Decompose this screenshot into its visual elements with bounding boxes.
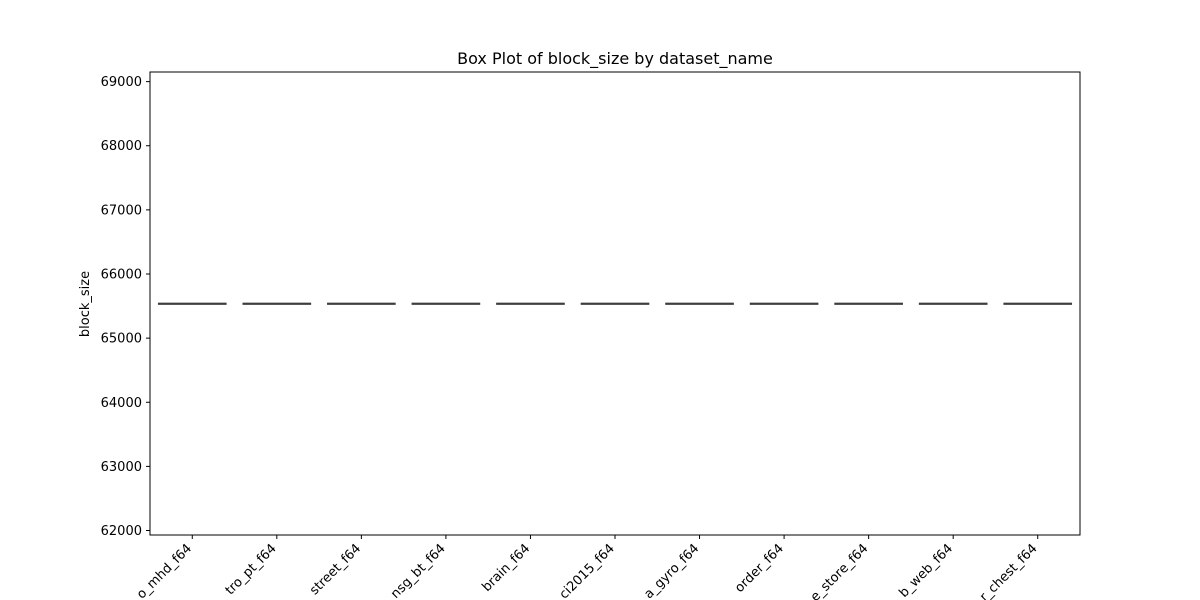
- x-tick-label: order_f64: [732, 541, 787, 596]
- x-tick-label: e_store_f64: [808, 541, 872, 600]
- x-tick-label: ci2015_f64: [557, 541, 618, 600]
- x-tick-label: r_chest_f64: [977, 541, 1040, 600]
- y-tick-label: 62000: [101, 524, 142, 539]
- y-tick-label: 67000: [101, 203, 142, 218]
- x-tick-label: nsg_bt_f64: [388, 541, 449, 600]
- y-tick-label: 65000: [101, 332, 142, 347]
- y-tick-label: 66000: [101, 268, 142, 283]
- y-tick-label: 69000: [101, 75, 142, 90]
- x-tick-label: b_web_f64: [896, 541, 956, 600]
- x-tick-label: street_f64: [307, 541, 364, 598]
- plot-area-frame: [149, 71, 1081, 536]
- x-tick-label: a_gyro_f64: [642, 541, 703, 600]
- x-tick-label: o_mhd_f64: [134, 541, 195, 600]
- y-tick-label: 68000: [101, 139, 142, 154]
- y-axis-label: block_size: [78, 271, 93, 337]
- y-tick-label: 63000: [101, 460, 142, 475]
- chart-title: Box Plot of block_size by dataset_name: [457, 49, 773, 69]
- x-tick-label: tro_pt_f64: [223, 541, 280, 598]
- y-tick-label: 64000: [101, 396, 142, 411]
- x-tick-label: brain_f64: [480, 541, 534, 595]
